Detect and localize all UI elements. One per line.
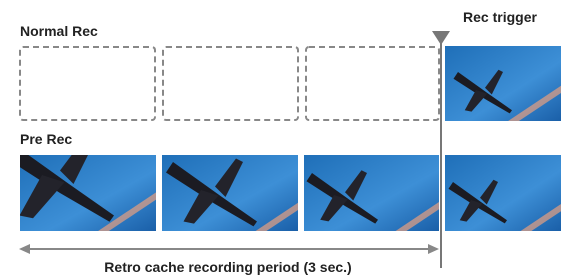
empty-frames: [20, 47, 439, 120]
frame-image: [445, 46, 561, 150]
row-label: Normal Rec: [20, 23, 98, 39]
row-label: Pre Rec: [20, 131, 72, 147]
trigger-label: Rec trigger: [463, 9, 537, 25]
diagram: Normal Rec Rec trigger Pre Rec Retro cac…: [0, 0, 561, 280]
period-arrow: [19, 244, 439, 254]
frame-images: [0, 135, 561, 266]
period-label: Retro cache recording period (3 sec.): [104, 259, 351, 275]
